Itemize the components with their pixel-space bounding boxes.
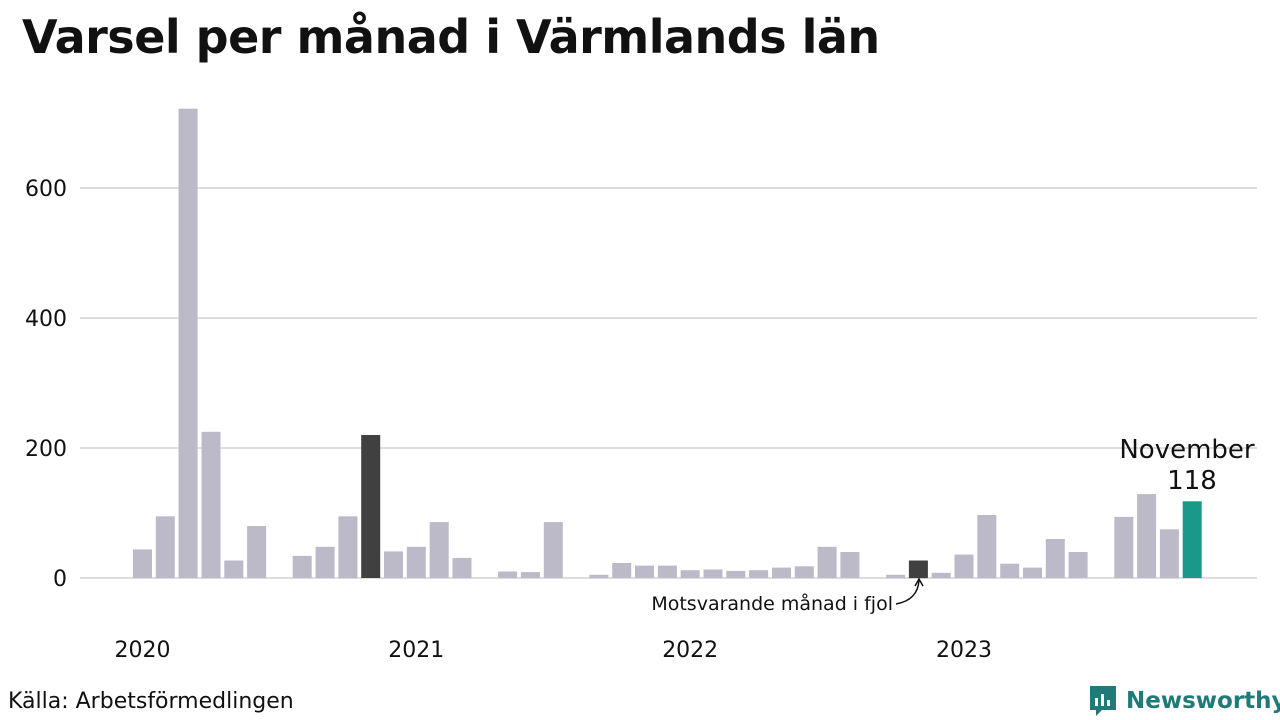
bars: [133, 108, 1202, 579]
gridlines: [80, 187, 1257, 579]
bar-2021-12: [657, 565, 677, 578]
bar-2021-11: [635, 565, 654, 578]
bar-2022-10: [886, 574, 906, 579]
bar-2022-08: [840, 552, 860, 578]
bar-2021-05: [498, 571, 518, 578]
source-note: Källa: Arbetsförmedlingen: [8, 689, 294, 714]
bar-2020-04: [201, 431, 221, 579]
annotation-arrow: [895, 579, 920, 605]
brand-name: Newsworthy: [1126, 688, 1280, 714]
bar-2020-12: [384, 551, 403, 579]
bar-2023-05: [1045, 539, 1065, 578]
bar-2023-01: [954, 554, 974, 578]
y-tick-label: 400: [25, 307, 67, 332]
highlight-month-label: November: [1119, 435, 1255, 465]
annotation-arrowhead: [914, 577, 924, 587]
bar-2020-11: [361, 435, 381, 578]
annotation-group: Motsvarande månad i fjol: [651, 577, 924, 615]
bar-2022-03: [726, 570, 746, 579]
bar-2023-09: [1137, 494, 1157, 578]
bar-2023-11: [1182, 501, 1202, 578]
bar-2023-06: [1068, 552, 1088, 578]
bar-2022-07: [817, 546, 837, 578]
x-axis-year-labels: 2020 2021 2022 2023: [115, 638, 993, 663]
bar-2020-09: [315, 546, 335, 578]
bar-2023-08: [1114, 516, 1134, 578]
y-tick-label: 0: [53, 567, 67, 592]
bar-2020-06: [247, 526, 267, 578]
x-year-label: 2022: [662, 638, 718, 663]
bar-2020-10: [338, 516, 358, 579]
bar-2022-12: [931, 572, 951, 578]
bar-2022-04: [749, 570, 769, 578]
x-year-label: 2023: [936, 638, 992, 663]
bar-2022-05: [772, 567, 791, 578]
bar-2020-02: [155, 516, 175, 579]
x-year-label: 2020: [115, 638, 171, 663]
y-tick-label: 200: [25, 437, 67, 462]
y-axis-ticks: 0 200 400 600: [25, 177, 67, 592]
bar-2021-01: [406, 546, 426, 578]
chart-title: Varsel per månad i Värmlands län: [22, 10, 880, 64]
bar-2021-02: [429, 522, 449, 578]
bar-2021-09: [589, 574, 609, 579]
bar-2020-03: [178, 108, 198, 578]
y-tick-label: 600: [25, 177, 67, 202]
highlight-value-label: 118: [1167, 466, 1217, 496]
bar-2023-02: [977, 515, 997, 579]
newsworthy-logo-icon: [1090, 686, 1116, 716]
bar-2022-11: [908, 560, 928, 579]
bar-2021-10: [612, 563, 632, 578]
bar-2023-03: [1000, 563, 1020, 578]
bar-2021-06: [520, 572, 540, 578]
bar-2023-04: [1023, 567, 1042, 578]
bar-chart: 0 200 400 600 2020 2021 2022 2023 Motsvarande …: [25, 108, 1257, 663]
bar-2021-03: [452, 557, 472, 579]
x-year-label: 2021: [388, 638, 444, 663]
comparison-annotation: Motsvarande månad i fjol: [651, 592, 893, 615]
bar-2022-02: [703, 569, 723, 578]
bar-2020-08: [292, 555, 312, 578]
brand-logo[interactable]: Newsworthy: [1088, 684, 1280, 718]
bar-2023-10: [1159, 529, 1179, 579]
bar-2022-06: [794, 566, 814, 578]
bar-2022-01: [680, 570, 700, 578]
bar-2020-05: [224, 560, 244, 579]
bar-2020-01: [133, 549, 152, 578]
bar-2021-07: [543, 522, 563, 578]
